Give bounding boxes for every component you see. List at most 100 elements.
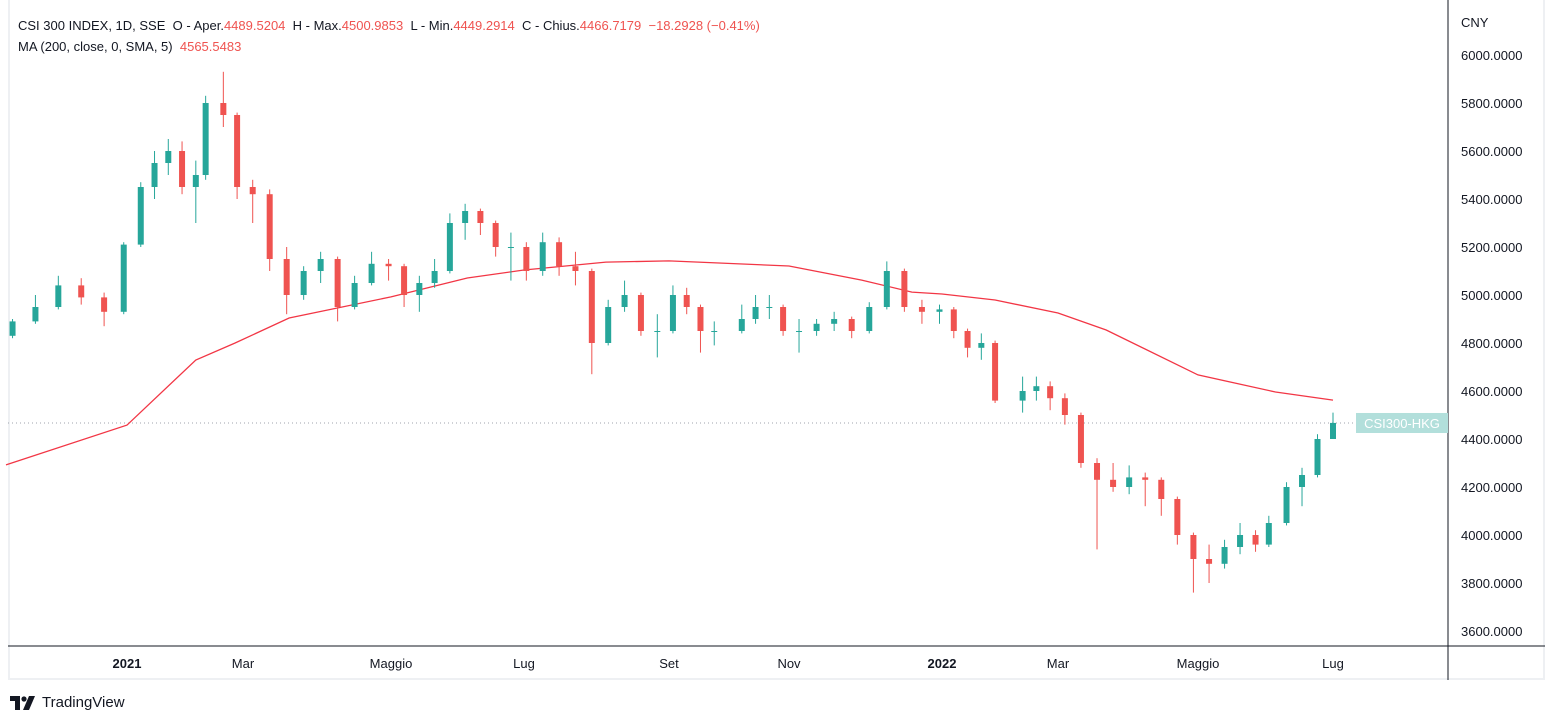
candle-body-down — [697, 307, 704, 331]
candle-body-up — [137, 187, 144, 245]
candle-body-down — [1110, 479, 1117, 487]
x-tick-label: Nov — [777, 656, 801, 671]
candle-body-up — [978, 343, 985, 348]
candle-body-up — [151, 163, 158, 187]
x-tick-label: Maggio — [1177, 656, 1220, 671]
candle-body-up — [1330, 422, 1336, 439]
candle-body-up — [654, 331, 661, 332]
y-tick-label: 4000.0000 — [1461, 528, 1522, 543]
high-value: 4500.9853 — [341, 18, 404, 33]
candle-body-down — [179, 151, 186, 187]
y-tick-label: 4800.0000 — [1461, 336, 1522, 351]
candle-body-up — [462, 211, 469, 223]
candle-body-up — [1126, 477, 1133, 487]
candle-body-up — [711, 331, 718, 332]
candle-body-down — [848, 319, 855, 331]
candle-body-up — [120, 244, 127, 312]
candle-body-up — [1019, 391, 1026, 401]
candle-body-down — [78, 285, 85, 298]
candle-body-down — [234, 115, 241, 187]
high-label: H - Max. — [292, 18, 342, 33]
candle-body-down — [780, 307, 787, 331]
candle-body-up — [813, 323, 820, 331]
chart-frame — [8, 0, 1545, 680]
candle-body-up — [32, 307, 39, 322]
candle-body-down — [492, 223, 499, 247]
candle-body-down — [901, 271, 908, 307]
candle-body-up — [883, 271, 890, 307]
y-tick-label: 5800.0000 — [1461, 96, 1522, 111]
candle-body-up — [300, 271, 307, 295]
change-value: −18.2928 (−0.41%) — [648, 18, 760, 33]
candle-body-up — [831, 319, 838, 324]
candle-body-up — [368, 263, 375, 283]
low-label: L - Min. — [410, 18, 454, 33]
candle-body-down — [1190, 535, 1197, 559]
ma-legend: MA (200, close, 0, SMA, 5) 4565.5483 — [18, 39, 241, 54]
y-tick-label: 4200.0000 — [1461, 480, 1522, 495]
tradingview-logo[interactable]: TradingView — [10, 694, 125, 711]
x-tick-label: Mar — [1047, 656, 1070, 671]
x-tick-label: 2022 — [928, 656, 957, 671]
y-tick-label: 3600.0000 — [1461, 624, 1522, 639]
x-tick-label: Lug — [1322, 656, 1344, 671]
x-tick-label: Maggio — [370, 656, 413, 671]
y-tick-label: 5200.0000 — [1461, 240, 1522, 255]
brand-name: TradingView — [42, 694, 125, 711]
currency-label: CNY — [1461, 15, 1489, 30]
candle-body-down — [1252, 535, 1259, 545]
candle-body-up — [752, 307, 759, 319]
candle-body-down — [1061, 398, 1068, 415]
ma-label[interactable]: MA (200, close, 0, SMA, 5) — [18, 39, 173, 54]
x-tick-label: Set — [659, 656, 679, 671]
low-value: 4449.2914 — [453, 18, 515, 33]
x-tick-label: Lug — [513, 656, 535, 671]
candle-body-down — [1158, 479, 1165, 499]
candle-body-down — [401, 266, 408, 295]
y-tick-label: 5400.0000 — [1461, 192, 1522, 207]
candle-body-up — [416, 283, 423, 295]
open-value: 4489.5204 — [223, 18, 286, 33]
candlestick-chart[interactable]: CNY 6000.0000 5800.0000 5600.0000 5400.0000 5… — [0, 0, 1555, 690]
candle-body-down — [1206, 559, 1213, 564]
candle-body-down — [637, 295, 644, 331]
y-tick-label: 6000.0000 — [1461, 48, 1522, 63]
candle-body-up — [936, 309, 943, 312]
candle-body-up — [351, 283, 358, 307]
candle-body-up — [796, 331, 803, 332]
candle-body-down — [588, 271, 595, 343]
ma-200-line — [5, 260, 1334, 466]
ma-value: 4565.5483 — [179, 39, 242, 54]
candle-body-up — [738, 319, 745, 331]
candle-body-up — [1283, 487, 1290, 523]
y-tick-label: 5600.0000 — [1461, 144, 1522, 159]
candle-body-up — [1314, 439, 1321, 475]
candle-body-up — [766, 307, 773, 308]
candle-body-down — [477, 211, 484, 223]
candle-body-up — [1299, 475, 1306, 487]
candle-body-down — [220, 103, 227, 115]
ohlc-legend: CSI 300 INDEX, 1D, SSE O - Aper.4489.520… — [18, 18, 760, 33]
candle-body-up — [621, 295, 628, 307]
candle-body-up — [192, 175, 199, 187]
candle-body-up — [1265, 523, 1272, 545]
candle-body-up — [431, 271, 438, 283]
symbol-label[interactable]: CSI 300 INDEX, 1D, SSE — [18, 18, 166, 33]
candle-body-down — [1094, 463, 1101, 480]
candle-body-up — [55, 285, 62, 307]
candle-body-down — [556, 242, 563, 267]
candle-body-up — [866, 307, 873, 331]
candle-body-up — [1237, 535, 1244, 547]
candle-body-up — [605, 307, 612, 343]
candle-body-down — [1047, 386, 1054, 399]
candle-body-up — [446, 223, 453, 271]
candle-body-down — [950, 309, 957, 331]
open-label: O - Aper. — [172, 18, 224, 33]
candle-body-down — [683, 295, 690, 307]
candle-body-up — [1033, 386, 1040, 391]
x-tick-label: Mar — [232, 656, 255, 671]
candle-body-down — [283, 259, 290, 295]
candle-body-up — [669, 295, 676, 331]
candle-body-up — [9, 321, 16, 336]
candle-body-down — [1174, 499, 1181, 535]
